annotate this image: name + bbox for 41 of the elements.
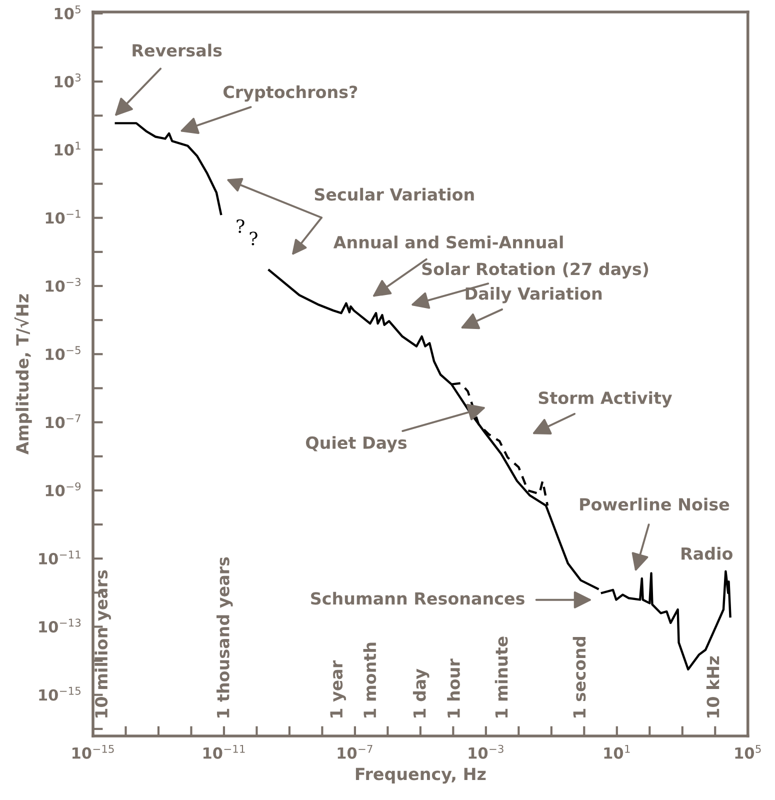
x-tick-label: 10$^{−15}$	[72, 744, 114, 759]
annotation: Solar Rotation (27 days)	[422, 262, 648, 279]
annotation: ?	[250, 232, 258, 246]
y-tick-label: 10$^{−9}$	[46, 482, 81, 496]
annotation: Radio	[682, 546, 732, 560]
annotation: 10 million years	[94, 570, 111, 718]
y-tick-label: 10$^{1}$	[54, 142, 80, 156]
x-tick-label: 10$^{1}$	[604, 744, 630, 759]
annotation: Annual and Semi-Annual	[333, 236, 563, 249]
annotation: 1 month	[363, 642, 376, 718]
annotation: Reversals	[132, 44, 222, 57]
x-tick-label: 10$^{−7}$	[338, 744, 372, 759]
annotation: Powerline Noise	[580, 498, 730, 511]
y-tick-label: 10$^{−15}$	[39, 686, 80, 701]
y-tick-label: 10$^{−11}$	[39, 550, 80, 564]
annotation: 1 second	[572, 637, 586, 718]
x-tick-label: 10$^{5}$	[735, 744, 761, 759]
y-tick-label: 10$^{−3}$	[46, 278, 80, 292]
annotation: Quiet Days	[306, 436, 407, 452]
annotation: Cryptochrons?	[223, 85, 358, 102]
y-tick-label: 10$^{−13}$	[39, 618, 81, 633]
annotation: 10 kHz	[706, 656, 720, 718]
x-axis-title: Frequency, Hz	[356, 768, 486, 784]
y-tick-label: 10$^{−7}$	[46, 414, 80, 428]
annotation: ?	[236, 219, 244, 233]
y-tick-label: 10$^{−5}$	[46, 346, 80, 360]
x-tick-label: 10$^{−3}$	[468, 744, 504, 759]
annotation: Daily Variation	[466, 286, 602, 304]
annotation: 1 year	[330, 660, 346, 718]
annotation: Schumann Resonances	[311, 592, 524, 605]
annotation: Secular Variation	[314, 188, 474, 201]
x-tick-label: 10$^{−11}$	[203, 744, 245, 759]
annotation: 1 minute	[494, 636, 508, 718]
annotation: 1 hour	[447, 658, 460, 718]
y-tick-label: 10$^{3}$	[54, 73, 81, 88]
annotation: 1 day	[412, 668, 430, 718]
y-tick-label: 10$^{5}$	[54, 5, 80, 20]
annotation: Storm Activity	[538, 391, 672, 408]
y-axis-title: Amplitude, T/√Hz	[14, 294, 32, 454]
annotation: 1 thousand years	[216, 557, 233, 718]
y-tick-label: 10$^{−1}$	[46, 210, 80, 224]
